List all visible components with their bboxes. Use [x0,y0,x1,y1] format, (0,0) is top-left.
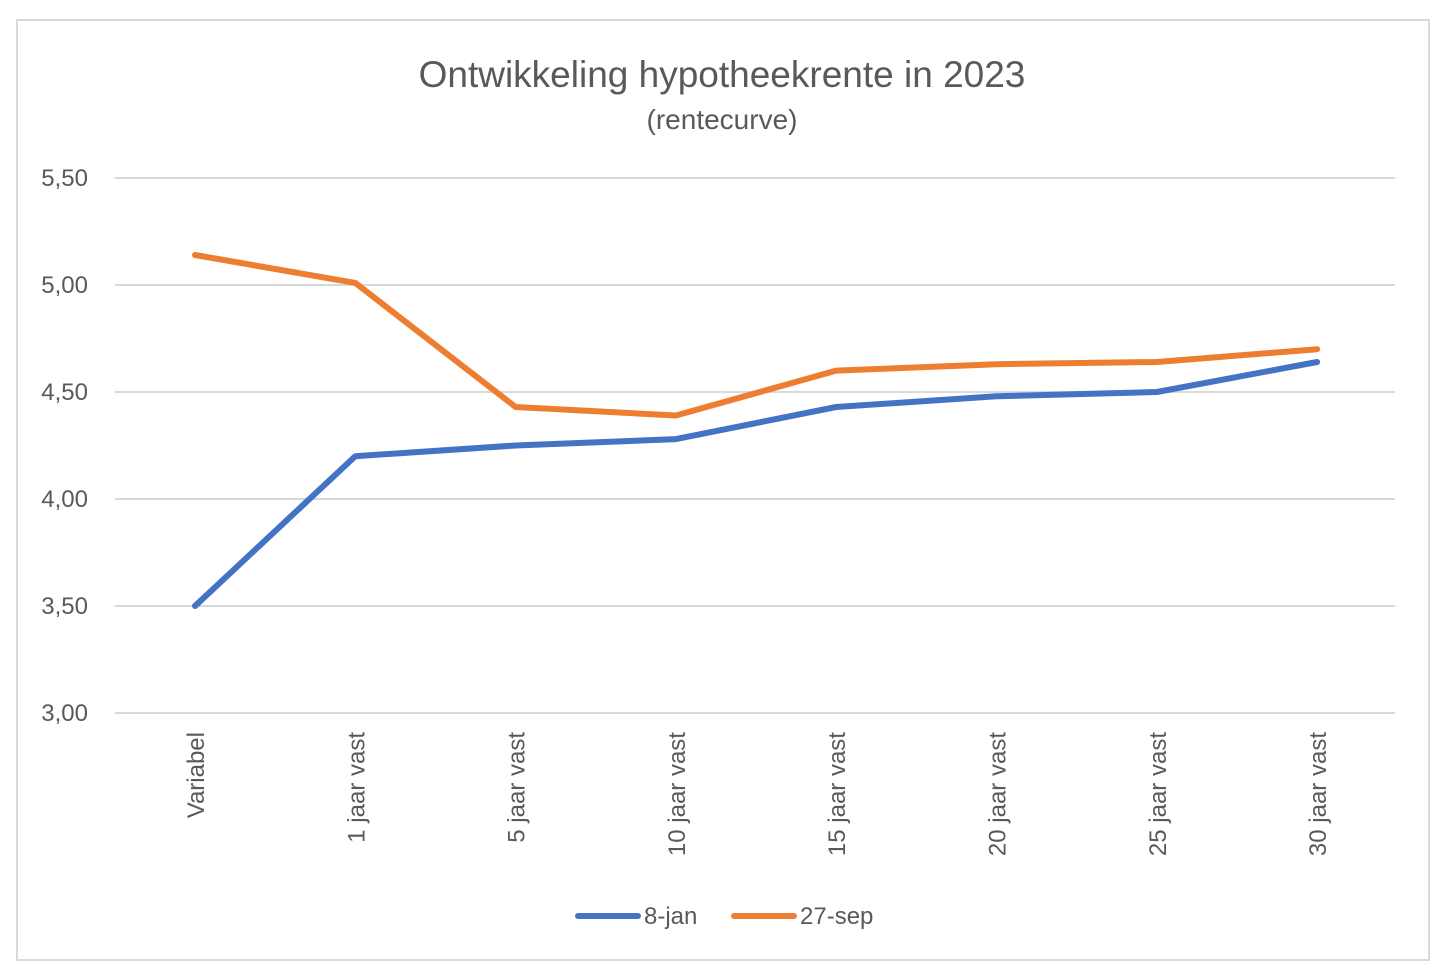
x-tick-label: 10 jaar vast [664,732,691,856]
y-tick-label: 4,50 [41,379,88,406]
series-line-27-sep [192,252,1321,419]
x-tick-label: 25 jaar vast [1145,732,1172,856]
chart-frame [16,19,1430,961]
x-tick-label: 30 jaar vast [1305,732,1332,856]
x-tick-label: 15 jaar vast [824,732,851,856]
x-axis-ticks: Variabel 1 jaar vast 5 jaar vast 10 jaar va… [183,732,1332,856]
y-tick-label: 3,00 [41,700,88,727]
legend-label: 8-jan [644,903,697,930]
y-tick-label: 5,00 [41,272,88,299]
legend-label: 27-sep [800,903,873,930]
x-tick-label: 5 jaar vast [504,732,531,843]
y-tick-label: 4,00 [41,486,88,513]
y-tick-label: 5,50 [41,165,88,192]
y-axis-ticks: 3,00 3,50 4,00 4,50 5,00 5,50 [41,165,88,727]
chart-subtitle: (rentecurve) [647,104,798,135]
chart-title: Ontwikkeling hypotheekrente in 2023 [419,54,1026,95]
x-tick-label: 20 jaar vast [985,732,1012,856]
legend: 8-jan 27-sep [575,903,873,930]
series-line-8-jan [192,359,1321,609]
x-tick-label: Variabel [183,732,210,818]
y-tick-label: 3,50 [41,593,88,620]
series-lines [192,252,1321,609]
x-tick-label: 1 jaar vast [343,732,370,843]
gridlines [115,177,1395,714]
